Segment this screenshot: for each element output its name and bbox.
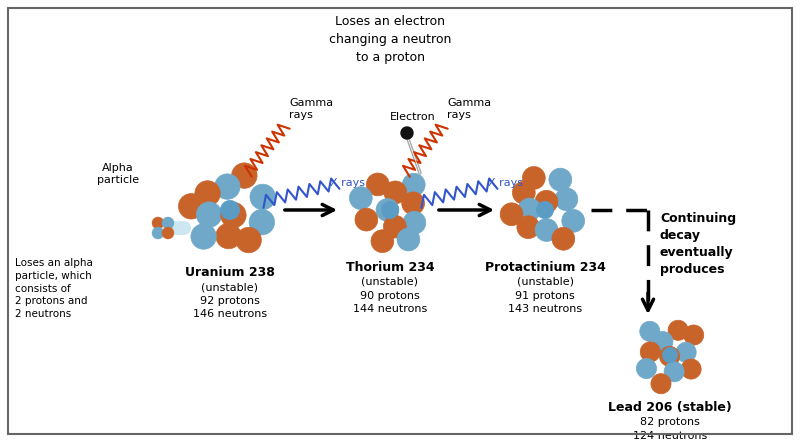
Circle shape (384, 181, 406, 204)
Circle shape (236, 227, 262, 253)
Circle shape (668, 320, 688, 340)
Circle shape (152, 227, 164, 239)
Text: Gamma
rays: Gamma rays (289, 98, 333, 120)
Circle shape (555, 188, 578, 211)
Circle shape (513, 181, 535, 204)
Text: Gamma
rays: Gamma rays (447, 98, 491, 120)
Circle shape (232, 163, 257, 188)
Circle shape (562, 210, 585, 232)
Circle shape (249, 210, 274, 235)
Text: Protactinium 234: Protactinium 234 (485, 261, 606, 274)
Circle shape (178, 194, 204, 219)
Circle shape (197, 202, 222, 227)
Circle shape (216, 223, 242, 249)
Circle shape (382, 202, 398, 219)
Text: (unstable)
92 protons
146 neutrons: (unstable) 92 protons 146 neutrons (193, 282, 267, 319)
Circle shape (221, 200, 240, 220)
Circle shape (152, 217, 164, 229)
Circle shape (536, 202, 554, 219)
Circle shape (640, 321, 660, 341)
Text: X rays: X rays (330, 178, 365, 188)
Circle shape (162, 227, 174, 239)
Text: Uranium 238: Uranium 238 (185, 266, 275, 279)
Circle shape (214, 174, 240, 199)
Text: Loses an electron
changing a neutron
to a proton: Loses an electron changing a neutron to … (329, 15, 451, 64)
Text: (unstable)
91 protons
143 neutrons: (unstable) 91 protons 143 neutrons (508, 277, 582, 314)
Circle shape (659, 347, 680, 366)
Text: Lead 206 (stable): Lead 206 (stable) (608, 401, 732, 414)
Circle shape (350, 187, 372, 210)
Circle shape (500, 203, 523, 226)
Circle shape (397, 228, 420, 251)
Circle shape (250, 184, 275, 210)
Text: Loses an alpha
particle, which
consists of
2 protons and
2 neutrons: Loses an alpha particle, which consists … (15, 258, 93, 319)
Text: X rays: X rays (488, 178, 523, 188)
Circle shape (664, 362, 684, 382)
Circle shape (640, 342, 660, 362)
Circle shape (552, 227, 574, 250)
Circle shape (383, 215, 406, 238)
Circle shape (651, 373, 671, 394)
Circle shape (355, 208, 378, 231)
Circle shape (522, 167, 546, 189)
Circle shape (402, 192, 425, 215)
Circle shape (662, 347, 678, 362)
Circle shape (195, 181, 220, 206)
Text: Thorium 234: Thorium 234 (346, 261, 434, 274)
Circle shape (517, 216, 540, 239)
Circle shape (366, 173, 390, 196)
Circle shape (401, 127, 413, 139)
Text: (unstable)
90 protons
144 neutrons: (unstable) 90 protons 144 neutrons (353, 277, 427, 314)
Circle shape (162, 217, 174, 229)
Circle shape (676, 342, 696, 362)
Circle shape (191, 224, 216, 249)
Circle shape (549, 168, 572, 191)
Circle shape (535, 219, 558, 241)
Circle shape (636, 358, 657, 379)
Circle shape (518, 198, 541, 221)
Text: Alpha
particle: Alpha particle (97, 163, 139, 185)
Circle shape (376, 198, 399, 221)
Circle shape (684, 325, 704, 345)
Text: Continuing
decay
eventually
produces: Continuing decay eventually produces (660, 212, 736, 276)
Text: 82 protons
124 neutrons: 82 protons 124 neutrons (633, 417, 707, 441)
Circle shape (371, 230, 394, 252)
Circle shape (402, 173, 425, 196)
Circle shape (221, 202, 246, 228)
Circle shape (535, 191, 558, 213)
Circle shape (403, 211, 426, 234)
Circle shape (681, 359, 701, 379)
Circle shape (653, 332, 673, 352)
Text: Electron: Electron (390, 112, 436, 122)
